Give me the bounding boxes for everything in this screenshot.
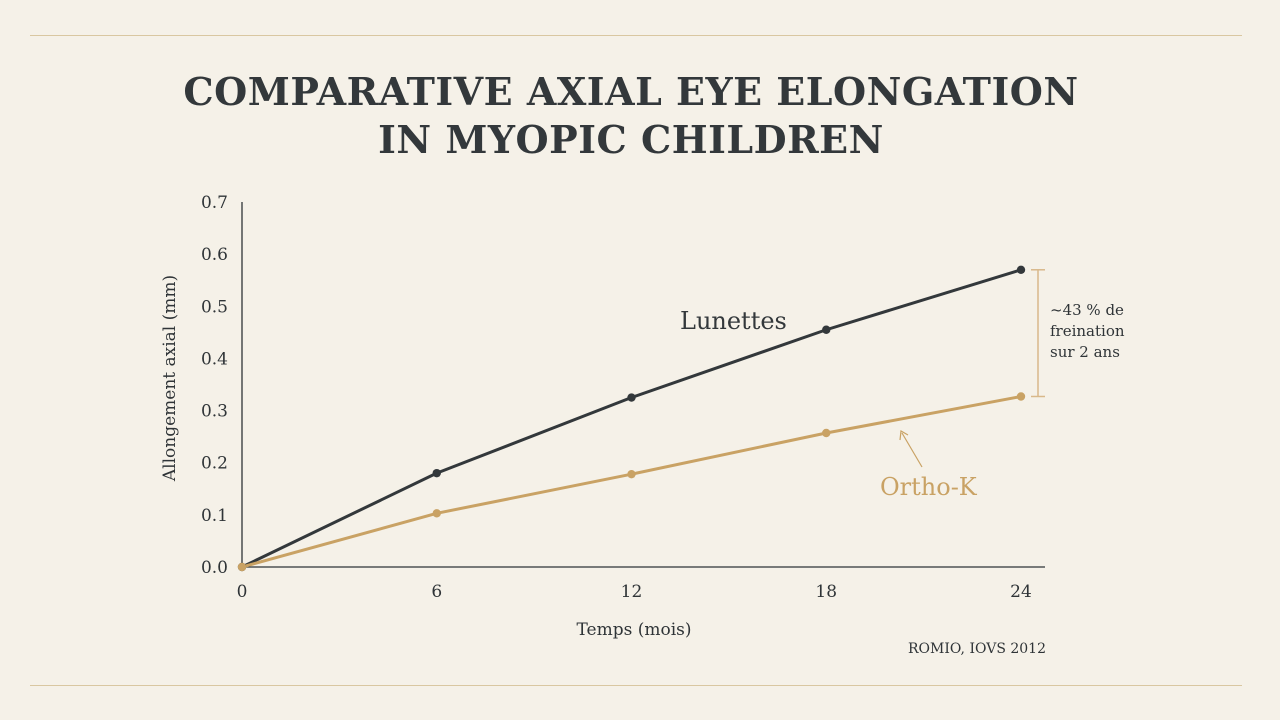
- data-point-ortho-k: [237, 562, 247, 572]
- series-lines: [240, 268, 1023, 569]
- x-tick-label: 24: [1010, 582, 1032, 602]
- data-point-lunettes: [432, 468, 441, 478]
- y-tick-labels: 0.0 0.1 0.2 0.3 0.4 0.5 0.6 0.7: [201, 193, 228, 578]
- annotation-line-1: ~43 % de: [1050, 301, 1124, 319]
- annotation-line-3: sur 2 ans: [1050, 343, 1120, 361]
- data-point-ortho-k: [1016, 392, 1026, 401]
- data-point-ortho-k: [627, 469, 636, 479]
- data-point-ortho-k: [822, 428, 831, 438]
- series-points: [237, 265, 1026, 572]
- y-tick-label: 0.0: [201, 558, 228, 578]
- x-tick-labels: 0 6 12 18 24: [237, 582, 1032, 602]
- y-tick-label: 0.5: [201, 297, 228, 317]
- x-axis-title: Temps (mois): [577, 620, 692, 640]
- difference-bracket: [1031, 269, 1045, 398]
- data-point-lunettes: [627, 393, 636, 402]
- x-tick-label: 12: [621, 582, 643, 602]
- data-point-lunettes: [1016, 265, 1026, 274]
- y-tick-label: 0.4: [201, 349, 228, 369]
- chart-title: COMPARATIVE AXIAL EYE ELONGATION IN MYOP…: [0, 68, 1262, 164]
- annotation-line-2: freination: [1050, 322, 1125, 340]
- x-tick-label: 6: [431, 582, 442, 602]
- data-point-lunettes: [822, 325, 831, 334]
- series-label-lunettes: Lunettes: [680, 307, 787, 335]
- x-tick-label: 0: [237, 582, 248, 602]
- chart-title-line-2: IN MYOPIC CHILDREN: [378, 117, 884, 162]
- y-tick-label: 0.2: [201, 454, 228, 474]
- x-tick-label: 18: [815, 582, 837, 602]
- ortho-k-pointer-arrow: [899, 430, 923, 468]
- series-label-ortho-k: Ortho-K: [880, 473, 978, 501]
- axes: [241, 202, 1045, 568]
- top-divider: [30, 35, 1242, 36]
- y-tick-label: 0.6: [201, 245, 228, 265]
- source-citation: ROMIO, IOVS 2012: [908, 641, 1046, 657]
- y-tick-label: 0.1: [201, 506, 228, 526]
- y-tick-label: 0.3: [201, 402, 228, 422]
- y-axis-title: Allongement axial (mm): [160, 275, 180, 482]
- chart-title-line-1: COMPARATIVE AXIAL EYE ELONGATION: [183, 69, 1079, 114]
- data-point-ortho-k: [432, 509, 441, 518]
- y-tick-label: 0.7: [201, 193, 228, 213]
- bottom-divider: [30, 685, 1242, 686]
